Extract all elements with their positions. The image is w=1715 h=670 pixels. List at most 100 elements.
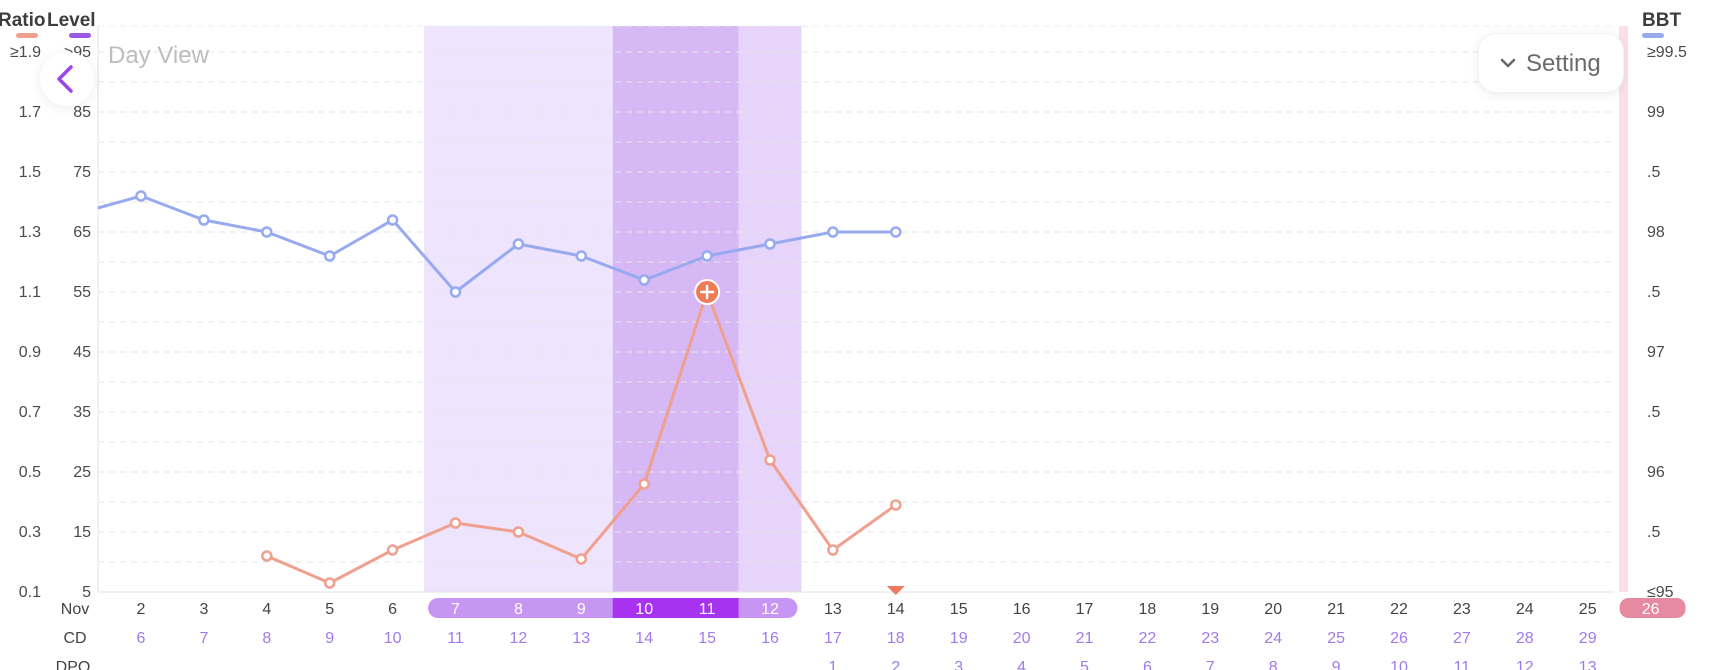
cd-label: 25 — [1327, 630, 1345, 647]
ratio-point — [575, 553, 588, 565]
ratio-axis-title: Ratio — [0, 10, 46, 31]
date-label: 3 — [199, 601, 208, 618]
fertile-window-bands — [424, 26, 1628, 592]
dpo-label: 3 — [954, 659, 963, 670]
ratio-tick-label: 0.1 — [19, 584, 41, 601]
period-pill — [1619, 598, 1686, 618]
setting-label: Setting — [1526, 50, 1601, 77]
date-label: 11 — [699, 601, 716, 618]
ratio-legend-swatch — [16, 33, 38, 38]
date-label: 21 — [1327, 601, 1345, 618]
ratio-point — [827, 544, 839, 556]
ratio-point — [638, 478, 650, 490]
ovulation-pill — [612, 598, 739, 618]
bbt-point — [827, 226, 839, 238]
chevron-left-icon — [57, 65, 73, 93]
level-legend-swatch — [69, 33, 91, 38]
cd-label: 26 — [1390, 630, 1408, 647]
fertile-date-pills — [428, 598, 1686, 618]
dpo-label: 11 — [1454, 659, 1471, 670]
ratio-tick-label: 1.7 — [19, 104, 41, 121]
ratio-tick-label: 0.5 — [19, 464, 41, 481]
ratio-point — [323, 577, 336, 589]
level-tick-label: 15 — [73, 524, 91, 541]
cd-label: 22 — [1139, 630, 1157, 647]
ratio-tick-label: ≥1.9 — [10, 44, 41, 61]
cd-label: 18 — [887, 630, 905, 647]
level-tick-label: 25 — [73, 464, 91, 481]
chart-axes: ≥1.91.71.51.31.10.90.70.50.30.1>95857565… — [10, 44, 1687, 601]
dpo-label: 12 — [1516, 659, 1534, 670]
dpo-label: 6 — [1143, 659, 1152, 670]
date-label: 22 — [1390, 601, 1408, 618]
dpo-row-label: DPO — [56, 659, 91, 670]
back-button[interactable] — [40, 52, 94, 106]
chevron-down-icon — [1500, 58, 1516, 68]
date-label: 12 — [761, 601, 779, 618]
date-label: 4 — [262, 601, 271, 618]
date-label: 25 — [1579, 601, 1597, 618]
date-label: 16 — [1013, 601, 1031, 618]
cd-label: 12 — [510, 630, 528, 647]
cd-label: 16 — [761, 630, 779, 647]
bbt-axis-title: BBT — [1642, 10, 1682, 31]
level-tick-label: 55 — [73, 284, 91, 301]
setting-button[interactable]: Setting — [1478, 33, 1624, 93]
cd-label: 24 — [1264, 630, 1282, 647]
bbt-point — [449, 286, 462, 298]
day-view-label: Day View — [108, 42, 209, 69]
ratio-tick-label: 1.1 — [19, 284, 41, 301]
date-label: 26 — [1642, 601, 1660, 618]
bbt-point — [701, 250, 713, 262]
bbt-tick-label: 99 — [1647, 104, 1665, 121]
dpo-label: 8 — [1269, 659, 1278, 670]
bbt-point — [575, 250, 588, 262]
dpo-label: 10 — [1390, 659, 1408, 670]
dpo-label: 9 — [1332, 659, 1341, 670]
bbt-legend-swatch — [1642, 33, 1664, 38]
fertile-band-dark — [612, 26, 739, 592]
bbt-point — [890, 226, 902, 238]
cd-label: 10 — [384, 630, 402, 647]
ratio-point — [890, 499, 902, 511]
cd-label: 6 — [137, 630, 146, 647]
date-label: 14 — [887, 601, 905, 618]
bbt-point — [198, 214, 210, 226]
level-tick-label: 75 — [73, 164, 91, 181]
date-label: 18 — [1139, 601, 1157, 618]
fertile-band-light — [424, 26, 613, 592]
cd-label: 9 — [325, 630, 334, 647]
cd-label: 21 — [1076, 630, 1094, 647]
level-axis-title: Level — [47, 10, 96, 31]
bbt-tick-label: 98 — [1647, 224, 1665, 241]
cd-label: 11 — [447, 630, 464, 647]
date-label: 10 — [635, 601, 653, 618]
dpo-label: 2 — [891, 659, 900, 670]
date-label: 8 — [514, 601, 523, 618]
ratio-point — [449, 517, 462, 529]
date-label: 24 — [1516, 601, 1534, 618]
cd-label: 23 — [1201, 630, 1219, 647]
bbt-tick-label: .5 — [1647, 164, 1660, 181]
date-label: 19 — [1201, 601, 1219, 618]
bbt-line — [97, 194, 896, 294]
period-band — [1619, 26, 1628, 592]
cd-label: 29 — [1579, 630, 1597, 647]
bbt-point — [261, 226, 273, 238]
cd-row-label: CD — [63, 630, 86, 647]
bbt-point — [638, 274, 650, 286]
ratio-tick-label: 1.5 — [19, 164, 41, 181]
bbt-tick-label: 96 — [1647, 464, 1665, 481]
bbt-point — [323, 250, 336, 262]
cd-label: 28 — [1516, 630, 1534, 647]
ratio-point — [261, 550, 273, 562]
cd-label: 17 — [824, 630, 842, 647]
ratio-tick-label: 0.9 — [19, 344, 41, 361]
bbt-point — [386, 214, 399, 226]
date-label: 2 — [137, 601, 146, 618]
chart-gridlines — [97, 25, 1614, 593]
date-label: 23 — [1453, 601, 1471, 618]
cd-label: 8 — [262, 630, 271, 647]
ratio-tick-label: 0.3 — [19, 524, 41, 541]
date-label: 17 — [1076, 601, 1094, 618]
